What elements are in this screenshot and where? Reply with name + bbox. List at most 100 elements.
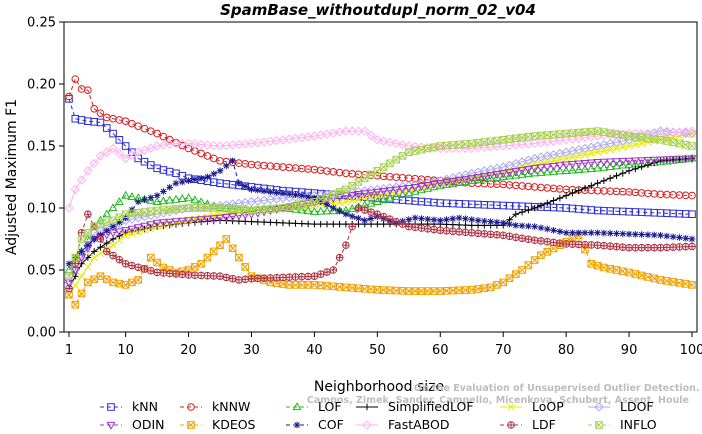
data-point [442,227,451,235]
data-point [196,216,206,225]
data-point [586,159,596,168]
data-point [474,229,482,238]
data-point [178,178,186,186]
x-tick-label: 80 [558,343,575,358]
legend-label: INFLO [620,417,657,432]
data-point [95,151,106,161]
data-point [523,169,533,178]
x-tick-label: 20 [180,343,197,358]
data-point [461,228,470,237]
data-point [631,243,640,252]
data-point [77,235,86,243]
data-point [499,231,508,240]
data-point [542,167,552,176]
data-point [96,118,105,127]
data-point [335,198,344,207]
data-point [165,167,174,176]
data-point [657,231,664,239]
data-point [177,217,187,226]
data-point [518,234,526,243]
series-inflo [65,127,696,280]
data-point [297,205,307,214]
data-point [140,222,150,231]
data-point [536,164,546,173]
data-point [266,274,275,282]
data-point [531,204,538,212]
data-point [562,192,570,199]
data-point [644,273,652,281]
data-point [662,126,672,137]
data-point [121,281,130,289]
data-point [430,216,438,224]
data-point [392,217,401,226]
data-point [644,243,652,252]
data-point [643,156,653,165]
data-point [121,231,130,239]
data-point [353,126,364,136]
data-point [84,241,92,249]
data-point [411,214,419,222]
data-point [285,273,294,281]
data-point [77,254,87,263]
data-point [555,162,565,171]
data-point [216,210,224,218]
data-point [209,154,218,163]
data-point [568,153,577,161]
data-point [336,207,343,215]
data-point [638,231,645,238]
data-point [436,226,445,235]
data-point [279,189,287,197]
data-point [109,223,117,230]
data-point [140,124,149,133]
data-point [102,247,111,256]
data-point [152,219,162,228]
data-point [71,300,80,309]
data-point [372,196,382,205]
data-point [147,194,155,201]
data-point [518,208,526,216]
data-point [241,263,250,271]
y-tick-label: 0.15 [27,140,56,155]
data-point [493,218,501,226]
x-tick-label: 30 [243,343,260,358]
data-point [229,157,236,165]
data-point [89,158,99,169]
data-point [599,158,609,167]
data-point [65,284,73,293]
data-point [454,177,464,186]
data-point [619,143,627,151]
data-point [424,215,431,223]
data-point [507,403,515,411]
data-point [185,177,192,185]
data-point [512,210,520,218]
data-point [669,243,677,251]
data-point [128,278,136,287]
data-point [543,248,552,256]
data-point [542,163,552,172]
data-point [134,198,142,206]
data-point [292,191,299,199]
data-point [292,402,302,411]
data-point [410,184,420,192]
data-point [362,420,372,430]
data-point [133,224,143,233]
data-point [506,220,513,228]
data-point [291,273,300,281]
data-point [631,141,640,149]
data-point [649,128,659,139]
data-point [391,191,401,200]
data-point [379,195,389,204]
data-point [606,146,614,154]
data-point [460,176,470,185]
data-point [71,75,80,83]
series-ldf [65,204,696,293]
data-point [567,165,577,174]
data-point [492,171,502,180]
legend-label: kNN [132,399,158,414]
data-point [146,221,156,230]
data-point [536,167,546,176]
data-point [467,175,477,184]
data-point [361,217,369,224]
data-point [481,217,488,225]
data-point [443,216,450,223]
